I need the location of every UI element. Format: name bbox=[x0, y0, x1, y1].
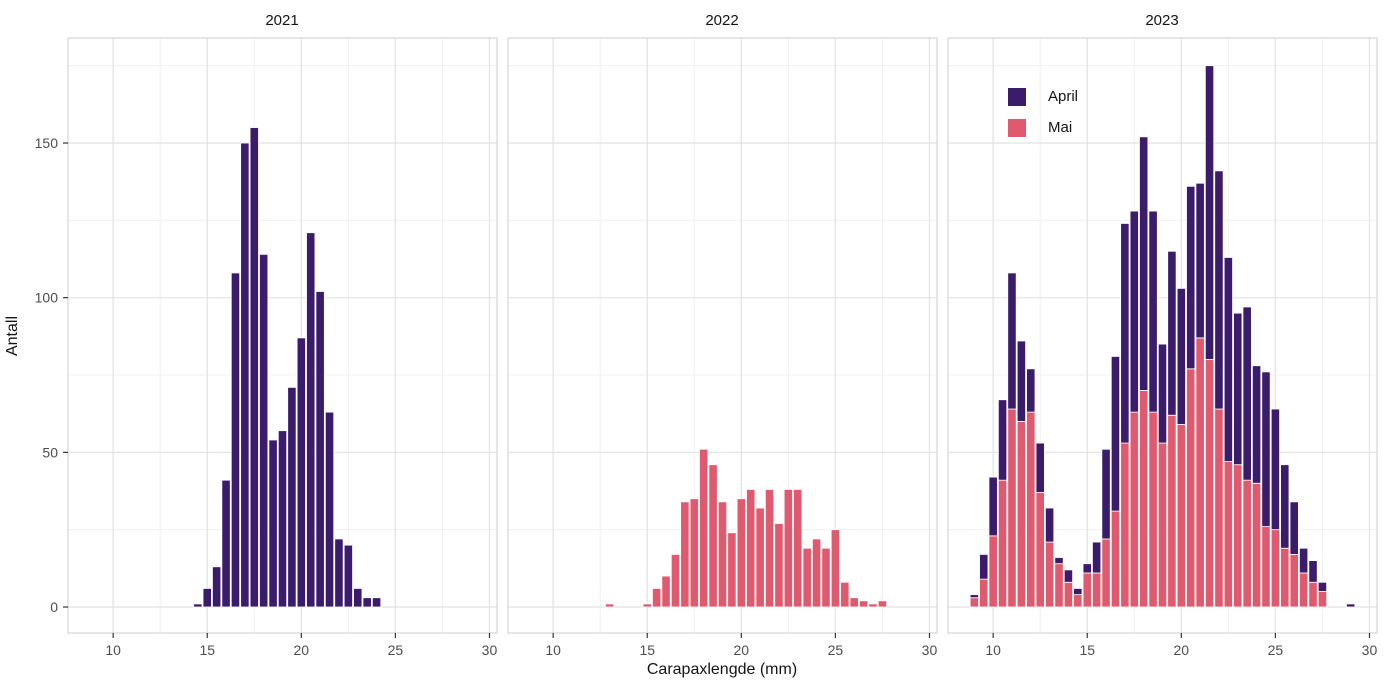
legend-swatch-mai-icon bbox=[1008, 118, 1026, 137]
svg-text:30: 30 bbox=[482, 642, 498, 658]
svg-text:15: 15 bbox=[199, 642, 215, 658]
svg-text:20: 20 bbox=[1174, 642, 1190, 658]
svg-text:0: 0 bbox=[50, 599, 58, 615]
svg-text:50: 50 bbox=[42, 444, 58, 460]
legend-swatch-april-icon bbox=[1008, 87, 1026, 106]
svg-text:25: 25 bbox=[828, 642, 844, 658]
facet-title-2021: 2021 bbox=[265, 12, 299, 29]
svg-text:20: 20 bbox=[294, 642, 310, 658]
legend: April Mai bbox=[1008, 84, 1078, 146]
svg-text:150: 150 bbox=[35, 135, 59, 151]
x-axis-title: Carapaxlengde (mm) bbox=[646, 661, 798, 678]
svg-text:20: 20 bbox=[734, 642, 750, 658]
svg-text:25: 25 bbox=[1268, 642, 1284, 658]
svg-text:15: 15 bbox=[639, 642, 655, 658]
facet-title-2023: 2023 bbox=[1145, 12, 1179, 29]
svg-text:15: 15 bbox=[1079, 642, 1095, 658]
svg-text:30: 30 bbox=[922, 642, 938, 658]
svg-text:25: 25 bbox=[388, 642, 404, 658]
svg-text:30: 30 bbox=[1362, 642, 1378, 658]
svg-text:10: 10 bbox=[105, 642, 121, 658]
y-axis-title: Antall bbox=[4, 315, 21, 357]
svg-text:100: 100 bbox=[35, 290, 59, 306]
legend-label-april: April bbox=[1048, 88, 1079, 105]
svg-text:10: 10 bbox=[985, 642, 1001, 658]
legend-label-mai: Mai bbox=[1048, 119, 1073, 136]
facet-title-2022: 2022 bbox=[705, 12, 739, 29]
legend-item-april: April bbox=[1008, 84, 1078, 109]
svg-text:10: 10 bbox=[545, 642, 561, 658]
legend-item-mai: Mai bbox=[1008, 115, 1078, 140]
